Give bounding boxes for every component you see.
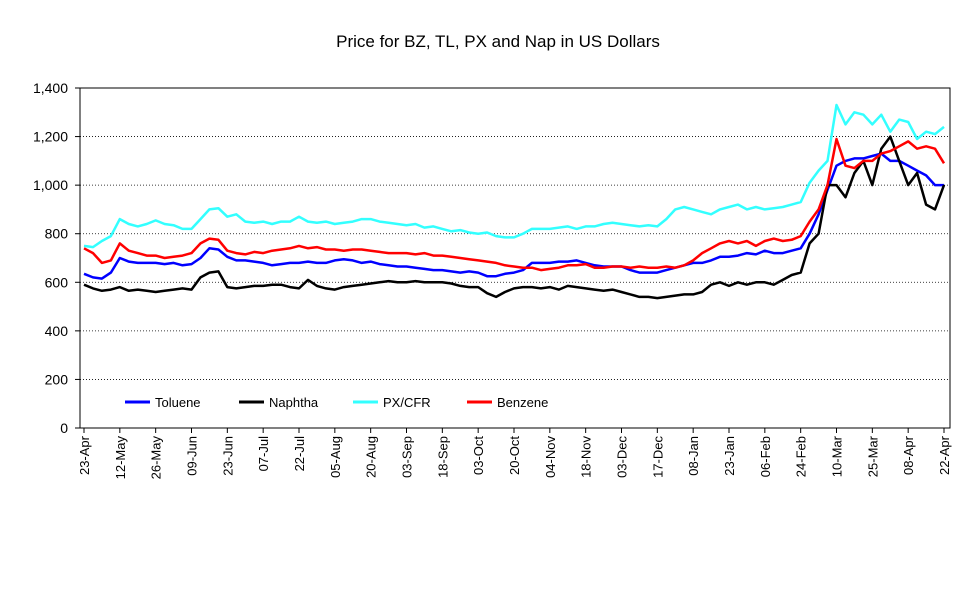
x-tick-label: 25-Mar bbox=[865, 435, 880, 477]
legend-label: Naphtha bbox=[269, 395, 319, 410]
legend-label: PX/CFR bbox=[383, 395, 431, 410]
x-tick-label: 03-Sep bbox=[400, 436, 415, 478]
series-line bbox=[83, 137, 946, 272]
y-tick-label: 400 bbox=[45, 323, 69, 339]
x-tick-label: 10-Mar bbox=[830, 435, 845, 477]
x-tick-label: 08-Jan bbox=[686, 436, 701, 476]
x-tick-label: 20-Aug bbox=[364, 436, 379, 478]
x-tick-label: 18-Nov bbox=[579, 436, 594, 478]
x-tick-label: 06-Feb bbox=[758, 436, 773, 477]
y-tick-label: 1,400 bbox=[33, 80, 68, 96]
x-tick-label: 04-Nov bbox=[543, 436, 558, 478]
legend-label: Benzene bbox=[497, 395, 548, 410]
x-tick-label: 09-Jun bbox=[185, 436, 200, 476]
x-tick-label: 03-Oct bbox=[471, 436, 486, 475]
x-tick-label: 22-Jul bbox=[292, 436, 307, 472]
x-tick-label: 22-Apr bbox=[937, 435, 952, 475]
y-tick-label: 200 bbox=[45, 371, 69, 387]
x-tick-label: 03-Dec bbox=[615, 436, 630, 478]
x-tick-label: 17-Dec bbox=[650, 436, 665, 478]
plot-area bbox=[79, 87, 951, 429]
x-tick-label: 23-Jun bbox=[220, 436, 235, 476]
y-tick-label: 800 bbox=[45, 226, 69, 242]
x-tick-label: 07-Jul bbox=[256, 436, 271, 472]
x-tick-label: 08-Apr bbox=[901, 435, 916, 475]
x-tick-label: 18-Sep bbox=[435, 436, 450, 478]
x-tick-label: 05-Aug bbox=[328, 436, 343, 478]
y-tick-label: 1,000 bbox=[33, 177, 68, 193]
x-tick-label: 12-May bbox=[113, 436, 128, 480]
x-tick-label: 26-May bbox=[149, 436, 164, 480]
y-tick-label: 1,200 bbox=[33, 129, 68, 145]
x-tick-label: 23-Apr bbox=[77, 435, 92, 475]
x-tick-label: 24-Feb bbox=[794, 436, 809, 477]
series-line bbox=[83, 152, 944, 280]
x-tick-label: 23-Jan bbox=[722, 436, 737, 476]
y-tick-label: 0 bbox=[60, 420, 68, 436]
series-line bbox=[83, 103, 945, 249]
y-tick-label: 600 bbox=[45, 274, 69, 290]
x-tick-label: 20-Oct bbox=[507, 436, 522, 475]
legend-label: Toluene bbox=[155, 395, 201, 410]
series-line bbox=[83, 135, 946, 300]
chart-title: Price for BZ, TL, PX and Nap in US Dolla… bbox=[336, 32, 660, 51]
